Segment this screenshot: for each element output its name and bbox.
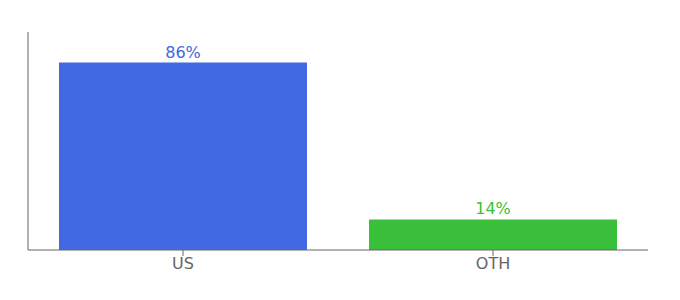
svg-text:OTH: OTH — [476, 254, 510, 273]
svg-text:86%: 86% — [165, 43, 201, 62]
svg-text:US: US — [172, 254, 194, 273]
svg-text:14%: 14% — [475, 199, 511, 218]
